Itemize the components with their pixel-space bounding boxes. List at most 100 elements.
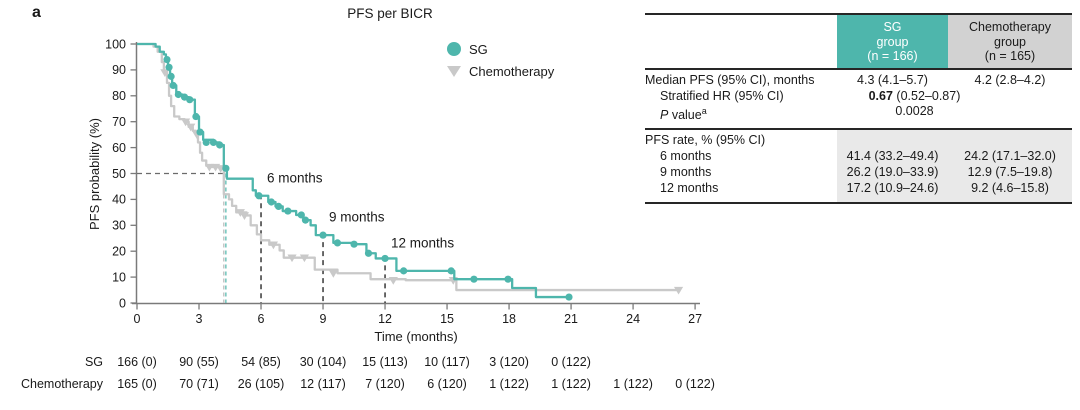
chemotherapy-triangle-icon	[447, 65, 461, 77]
chemotherapy-censor-mark	[673, 286, 684, 295]
sg-censor-mark	[504, 275, 512, 283]
sg-censor-mark	[209, 138, 218, 147]
legend-label-sg: SG	[469, 41, 488, 57]
stratified-hr-row: Stratified HR (95% CI) 0.67 (0.52–0.87)	[645, 89, 1072, 105]
at-risk-row-label: Chemotherapy	[21, 377, 104, 391]
chemotherapy-censor-mark	[328, 270, 338, 278]
at-risk-count: 15 (113)	[362, 355, 408, 369]
sg-censor-mark	[222, 164, 230, 172]
chemotherapy-censor-mark	[180, 118, 191, 127]
at-risk-row-label: SG	[85, 355, 103, 369]
rate-9-months-row: 9 months 26.2 (19.0–33.9) 12.9 (7.5–19.8…	[645, 164, 1072, 181]
at-risk-count: 6 (120)	[427, 377, 467, 391]
at-risk-count: 54 (85)	[241, 355, 281, 369]
x-axis-title: Time (months)	[374, 329, 457, 344]
sg-header-line: (n = 166)	[867, 49, 918, 64]
at-risk-count: 26 (105)	[238, 377, 285, 391]
stats-table: SG group (n = 166) Chemotherapy group (n…	[645, 13, 1072, 204]
sg-censor-mark	[350, 240, 358, 248]
y-tick-label: 10	[112, 270, 126, 284]
sg-censor-mark	[216, 141, 224, 149]
at-risk-count: 0 (122)	[675, 377, 715, 391]
sg-censor-mark	[174, 90, 182, 99]
legend-item-sg: SG	[447, 38, 554, 60]
p-footnote-marker: a	[701, 106, 707, 117]
sg-censor-mark	[165, 63, 173, 71]
time-marker-label: 6 months	[267, 171, 323, 186]
median-pfs-row: Median PFS (95% CI), months 4.3 (4.1–5.7…	[645, 73, 1072, 89]
chemo-header-line: group	[994, 34, 1026, 49]
sg-censor-mark	[267, 198, 275, 206]
y-tick-label: 60	[112, 141, 126, 155]
at-risk-count: 0 (122)	[551, 355, 591, 369]
legend-label-chemotherapy: Chemotherapy	[469, 63, 555, 79]
x-tick-label: 3	[196, 312, 203, 326]
km-plot: 0 10 20 30 40 50 60 70 80 90 100 0 3 6 9 12 15 18 21 24 27 Ti…	[21, 37, 715, 391]
at-risk-count: 3 (120)	[489, 355, 529, 369]
chemo-header-line: Chemotherapy	[969, 20, 1051, 34]
x-tick-label: 27	[688, 312, 702, 326]
y-tick-label: 30	[112, 219, 126, 233]
sg-censor-mark	[364, 249, 373, 257]
at-risk-count: 1 (122)	[551, 377, 591, 391]
chemotherapy-censor-mark	[287, 254, 297, 263]
chemotherapy-censor-mark	[186, 123, 196, 132]
y-tick-label: 100	[105, 37, 126, 51]
p-value-row: P valuea 0.0028	[645, 104, 1072, 124]
y-tick-label: 40	[112, 193, 126, 207]
y-tick-label: 90	[112, 63, 126, 77]
sg-censor-mark	[333, 239, 342, 247]
chemo-header-line: (n = 165)	[984, 49, 1036, 64]
sg-header-line: group	[876, 34, 909, 49]
chart-title: PFS per BICR	[347, 6, 433, 21]
x-tick-label: 0	[134, 312, 141, 326]
sg-censor-mark	[274, 202, 283, 210]
y-axis-title: PFS probability (%)	[87, 118, 102, 230]
rate-6-months-sg: 41.4 (33.2–49.4)	[837, 149, 948, 165]
rate-12-months-chemo: 9.2 (4.6–15.8)	[948, 180, 1072, 202]
shaded-cell	[948, 130, 1072, 150]
rate-9-months-sg: 26.2 (19.0–33.9)	[837, 164, 948, 181]
y-tick-label: 50	[112, 167, 126, 181]
time-marker-label: 9 months	[329, 209, 385, 224]
y-tick-label: 70	[112, 115, 126, 129]
median-pfs-chemo-value: 4.2 (2.8–4.2)	[974, 72, 1046, 87]
stratified-hr-label: Stratified HR (95% CI)	[660, 88, 784, 103]
y-tick-label: 20	[112, 245, 126, 259]
sg-censor-mark	[255, 192, 263, 200]
chemotherapy-column-header: Chemotherapy group (n = 165)	[948, 15, 1072, 68]
x-tick-label: 24	[626, 312, 640, 326]
sg-censor-mark	[381, 254, 389, 263]
at-risk-count: 1 (122)	[489, 377, 529, 391]
rate-6-months-chemo: 24.2 (17.1–32.0)	[948, 149, 1072, 165]
time-marker-label: 12 months	[391, 235, 454, 250]
chemotherapy-censor-mark	[388, 277, 398, 285]
at-risk-count: 7 (120)	[365, 377, 405, 391]
sg-censor-mark	[192, 112, 200, 121]
stats-table-header: SG group (n = 166) Chemotherapy group (n…	[645, 13, 1072, 70]
rate-12-months-sg: 17.2 (10.9–24.6)	[837, 180, 948, 202]
sg-censor-mark	[400, 267, 408, 275]
stratified-hr-value: 0.67 (0.52–0.87)	[797, 89, 1032, 105]
at-risk-count: 12 (117)	[300, 377, 346, 391]
y-tick-label: 0	[119, 296, 126, 310]
x-tick-label: 21	[564, 312, 578, 326]
at-risk-count: 165 (0)	[117, 377, 157, 391]
sg-censor-mark	[447, 267, 455, 275]
sg-column-header: SG group (n = 166)	[837, 15, 948, 68]
sg-censor-mark	[167, 72, 175, 80]
x-tick-label: 18	[502, 312, 516, 326]
sg-censor-mark	[163, 55, 171, 64]
pfs-rate-header-row: PFS rate, % (95% CI)	[645, 130, 1072, 150]
at-risk-count: 1 (122)	[613, 377, 653, 391]
shaded-cell	[837, 130, 948, 150]
p-value-label: P valuea	[645, 104, 837, 124]
sg-curve	[137, 42, 571, 299]
p-label-rest: value	[668, 108, 702, 123]
legend-item-chemotherapy: Chemotherapy	[447, 60, 554, 82]
panel-label: a	[32, 4, 41, 21]
rate-9-months-chemo: 12.9 (7.5–19.8)	[948, 164, 1072, 181]
sg-circle-icon	[447, 42, 461, 56]
legend: SG Chemotherapy	[447, 38, 554, 82]
